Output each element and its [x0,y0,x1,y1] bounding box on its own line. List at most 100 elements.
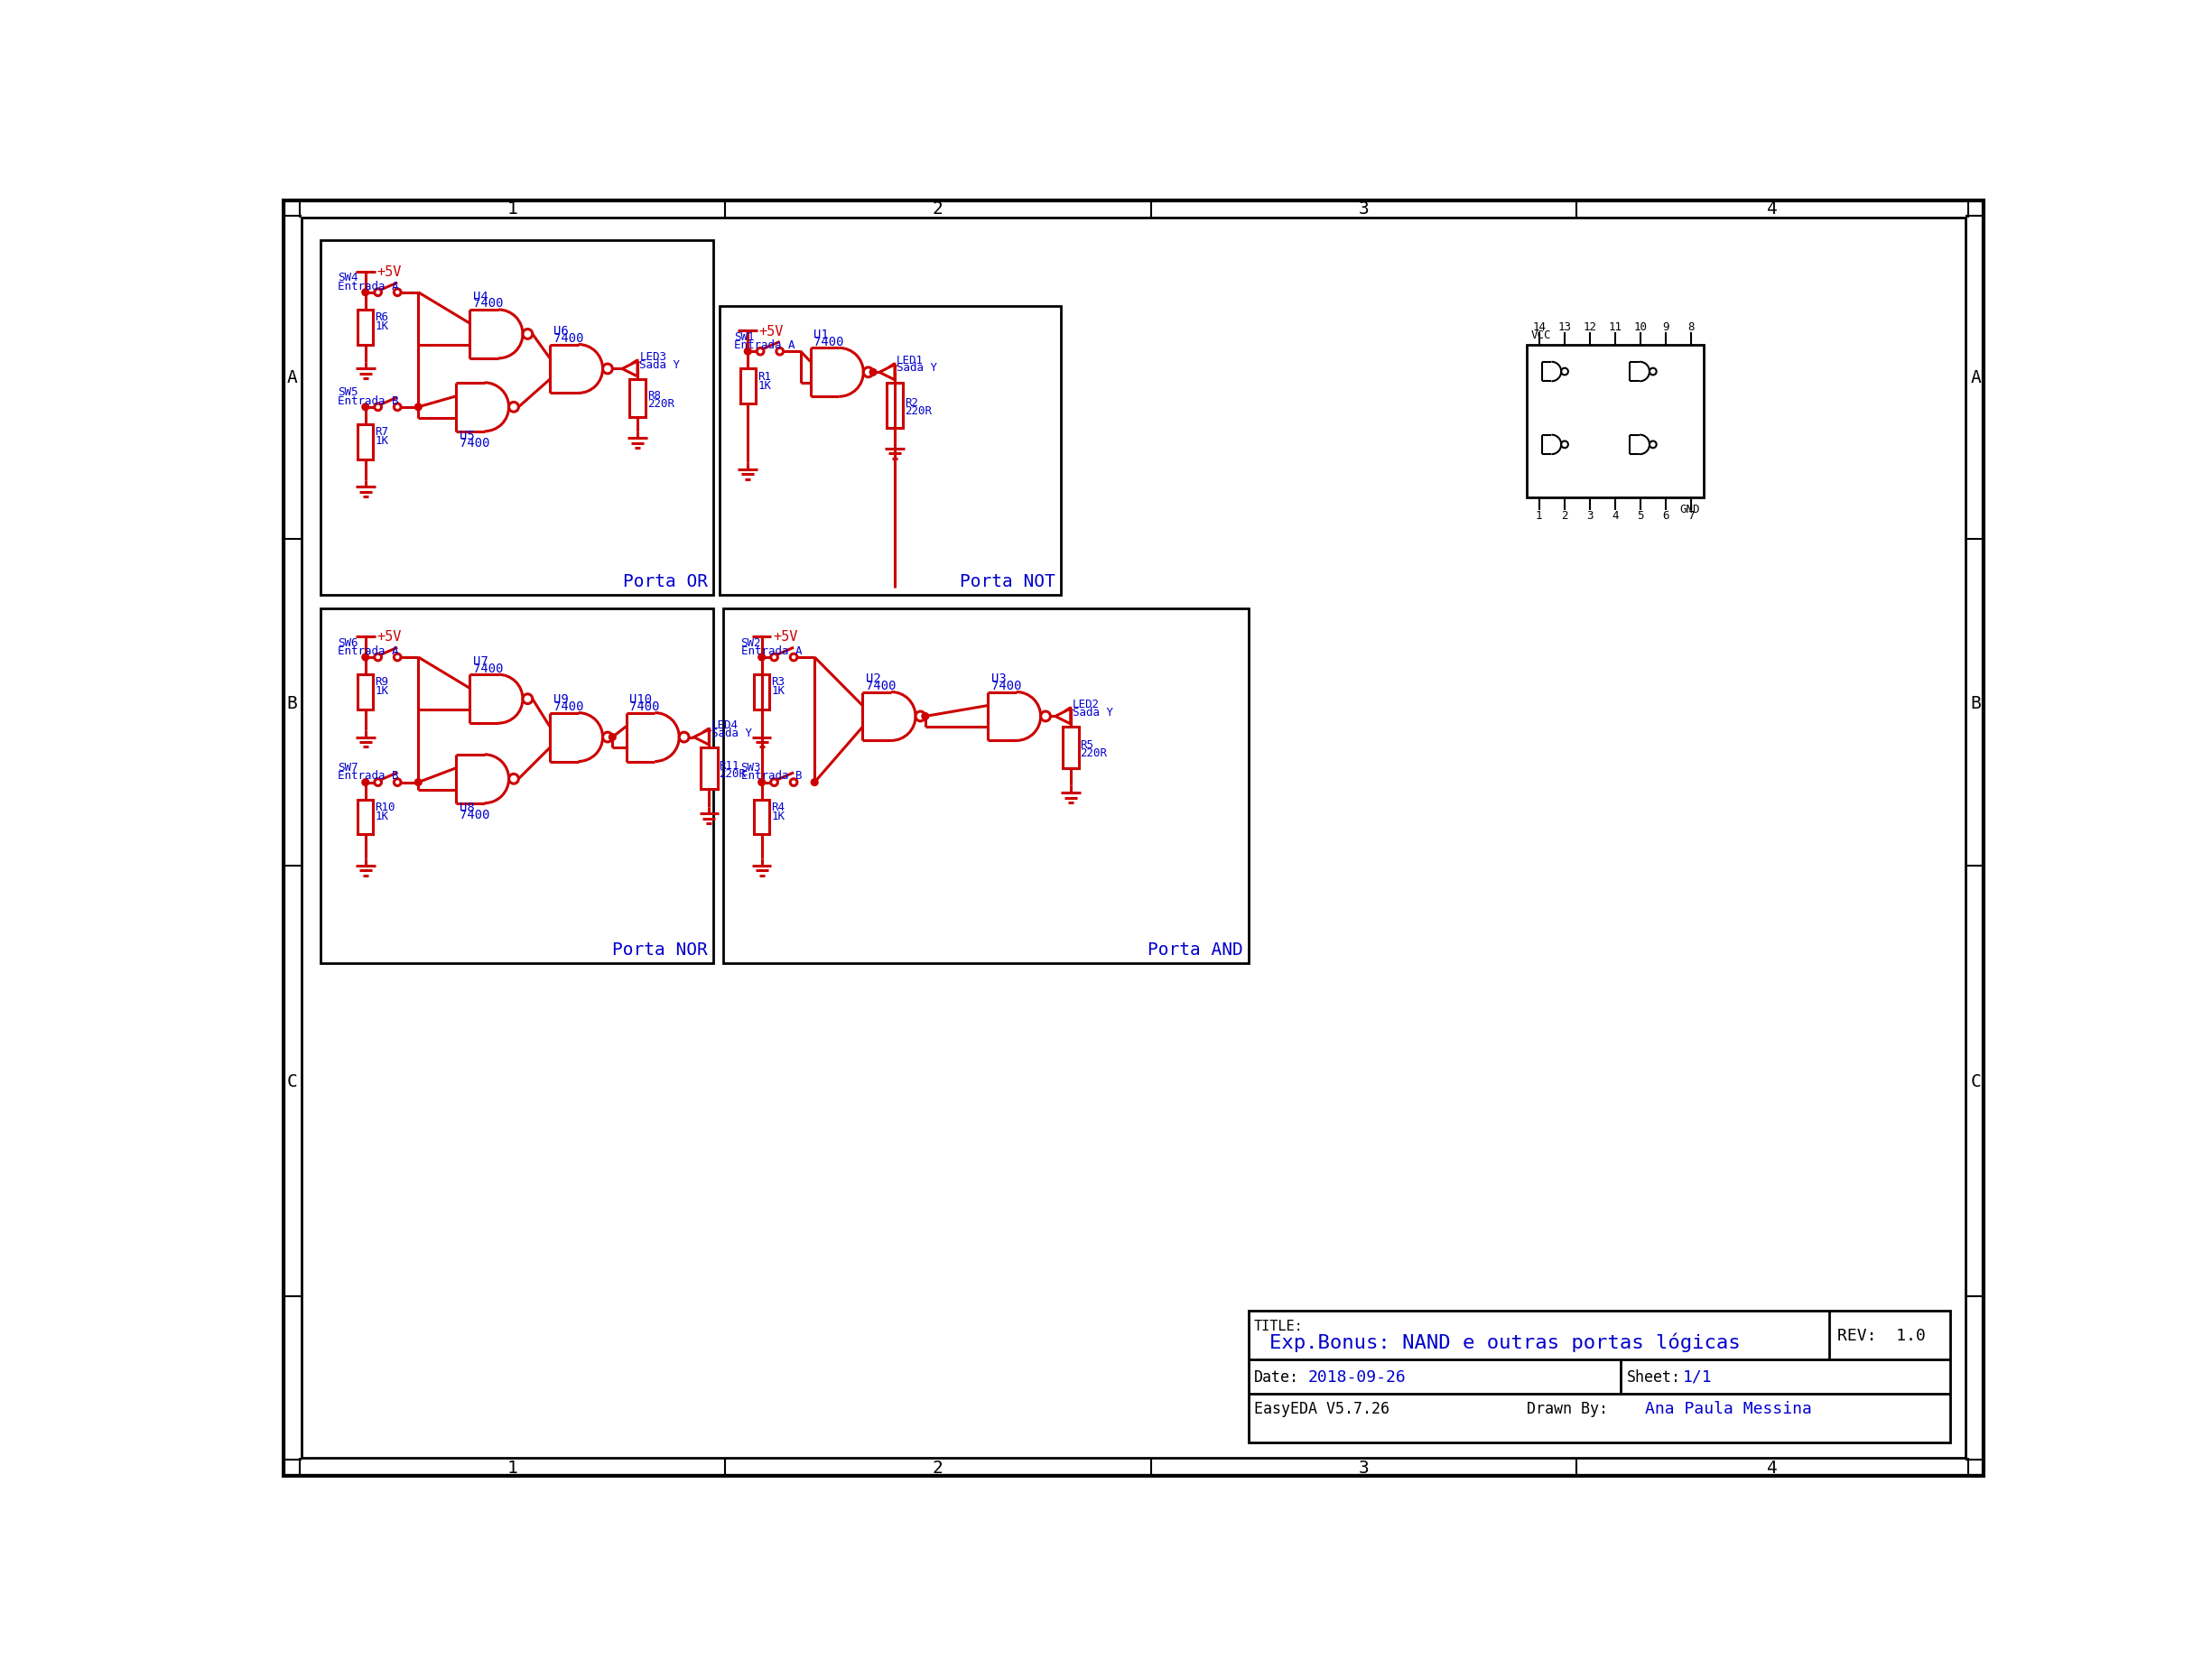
Text: 4: 4 [1767,1459,1776,1476]
Text: Entrada A: Entrada A [338,281,398,292]
Text: R2: R2 [905,397,918,408]
Text: 7400: 7400 [814,335,845,349]
Text: Drawn By:: Drawn By: [1526,1399,1608,1416]
Text: 1K: 1K [772,810,785,822]
Polygon shape [880,365,894,380]
Text: 7400: 7400 [553,332,584,344]
Text: U1: U1 [814,329,830,340]
Circle shape [770,654,779,661]
Text: 1: 1 [507,1459,518,1476]
Text: R10: R10 [376,802,396,813]
Text: SW2: SW2 [741,636,761,649]
Text: B: B [1971,694,1980,712]
Text: +5V: +5V [376,266,400,279]
Text: 220R: 220R [648,398,675,410]
Bar [741,370,757,403]
Bar [628,380,646,418]
Text: 12: 12 [1584,320,1597,334]
Text: 10: 10 [1635,320,1648,334]
Text: R6: R6 [376,312,389,324]
Text: 7400: 7400 [630,701,659,712]
Bar [701,749,717,790]
Text: U3: U3 [991,672,1006,686]
Bar [1062,727,1079,769]
Text: R8: R8 [648,390,661,402]
Circle shape [745,349,752,355]
Text: B: B [288,694,296,712]
Circle shape [363,403,369,412]
Text: SW7: SW7 [338,762,358,774]
Text: C: C [1971,1072,1980,1091]
Bar [754,800,770,835]
Bar [754,676,770,710]
Text: SW3: SW3 [741,762,761,774]
Text: Porta NOT: Porta NOT [960,573,1055,589]
Bar [358,800,374,835]
Text: 2: 2 [931,201,942,217]
Text: R11: R11 [719,760,739,772]
Text: 7400: 7400 [473,662,504,674]
Text: 8: 8 [1688,320,1694,334]
Bar [721,307,1062,596]
Bar [358,676,374,710]
Circle shape [759,779,765,787]
Bar [358,425,374,460]
Text: 14: 14 [1533,320,1546,334]
Text: 2: 2 [931,1459,942,1476]
Text: Sada Y: Sada Y [639,359,679,370]
Text: LED4: LED4 [710,719,739,730]
Text: 7400: 7400 [460,437,489,450]
Text: Porta AND: Porta AND [1148,941,1243,958]
Text: Entrada A: Entrada A [741,644,801,657]
Text: 3: 3 [1586,510,1593,521]
Circle shape [363,779,369,787]
Text: SW6: SW6 [338,636,358,649]
Circle shape [608,734,615,740]
Text: A: A [288,369,296,387]
Text: 4: 4 [1613,510,1619,521]
Polygon shape [1055,709,1071,724]
Text: 7400: 7400 [553,701,584,712]
Text: R5: R5 [1079,739,1095,750]
Text: Entrada A: Entrada A [734,339,794,350]
Text: GND: GND [1679,503,1699,515]
Circle shape [394,289,400,297]
Circle shape [776,349,783,355]
Circle shape [394,779,400,787]
Circle shape [363,654,369,661]
Text: 11: 11 [1608,320,1621,334]
Text: +5V: +5V [759,324,783,339]
Text: 7400: 7400 [867,679,896,692]
Circle shape [1562,442,1568,448]
Text: R3: R3 [772,676,785,687]
Text: 1: 1 [507,201,518,217]
Text: 2018-09-26: 2018-09-26 [1307,1368,1405,1384]
Circle shape [1040,712,1051,722]
Bar [887,383,902,428]
Circle shape [1650,369,1657,375]
Polygon shape [622,362,637,377]
Bar [321,609,712,963]
Text: REV:  1.0: REV: 1.0 [1838,1326,1927,1343]
Polygon shape [695,730,710,745]
Text: Sada Y: Sada Y [710,727,752,739]
Text: U4: U4 [473,290,489,302]
Text: Porta OR: Porta OR [622,573,708,589]
Text: 1: 1 [1535,510,1542,521]
Text: U9: U9 [553,692,568,706]
Text: 7400: 7400 [473,297,504,310]
Circle shape [790,779,796,787]
Circle shape [759,654,765,661]
Circle shape [812,779,818,787]
Circle shape [509,774,518,784]
Text: Sada Y: Sada Y [1073,706,1113,717]
Text: +5V: +5V [376,631,400,644]
Text: 7400: 7400 [460,808,489,822]
Text: Ana Paula Messina: Ana Paula Messina [1646,1399,1812,1416]
Circle shape [522,694,533,704]
Circle shape [374,654,380,661]
Text: 1K: 1K [376,320,389,332]
Circle shape [790,654,796,661]
Circle shape [602,365,613,374]
Text: SW1: SW1 [734,330,754,342]
